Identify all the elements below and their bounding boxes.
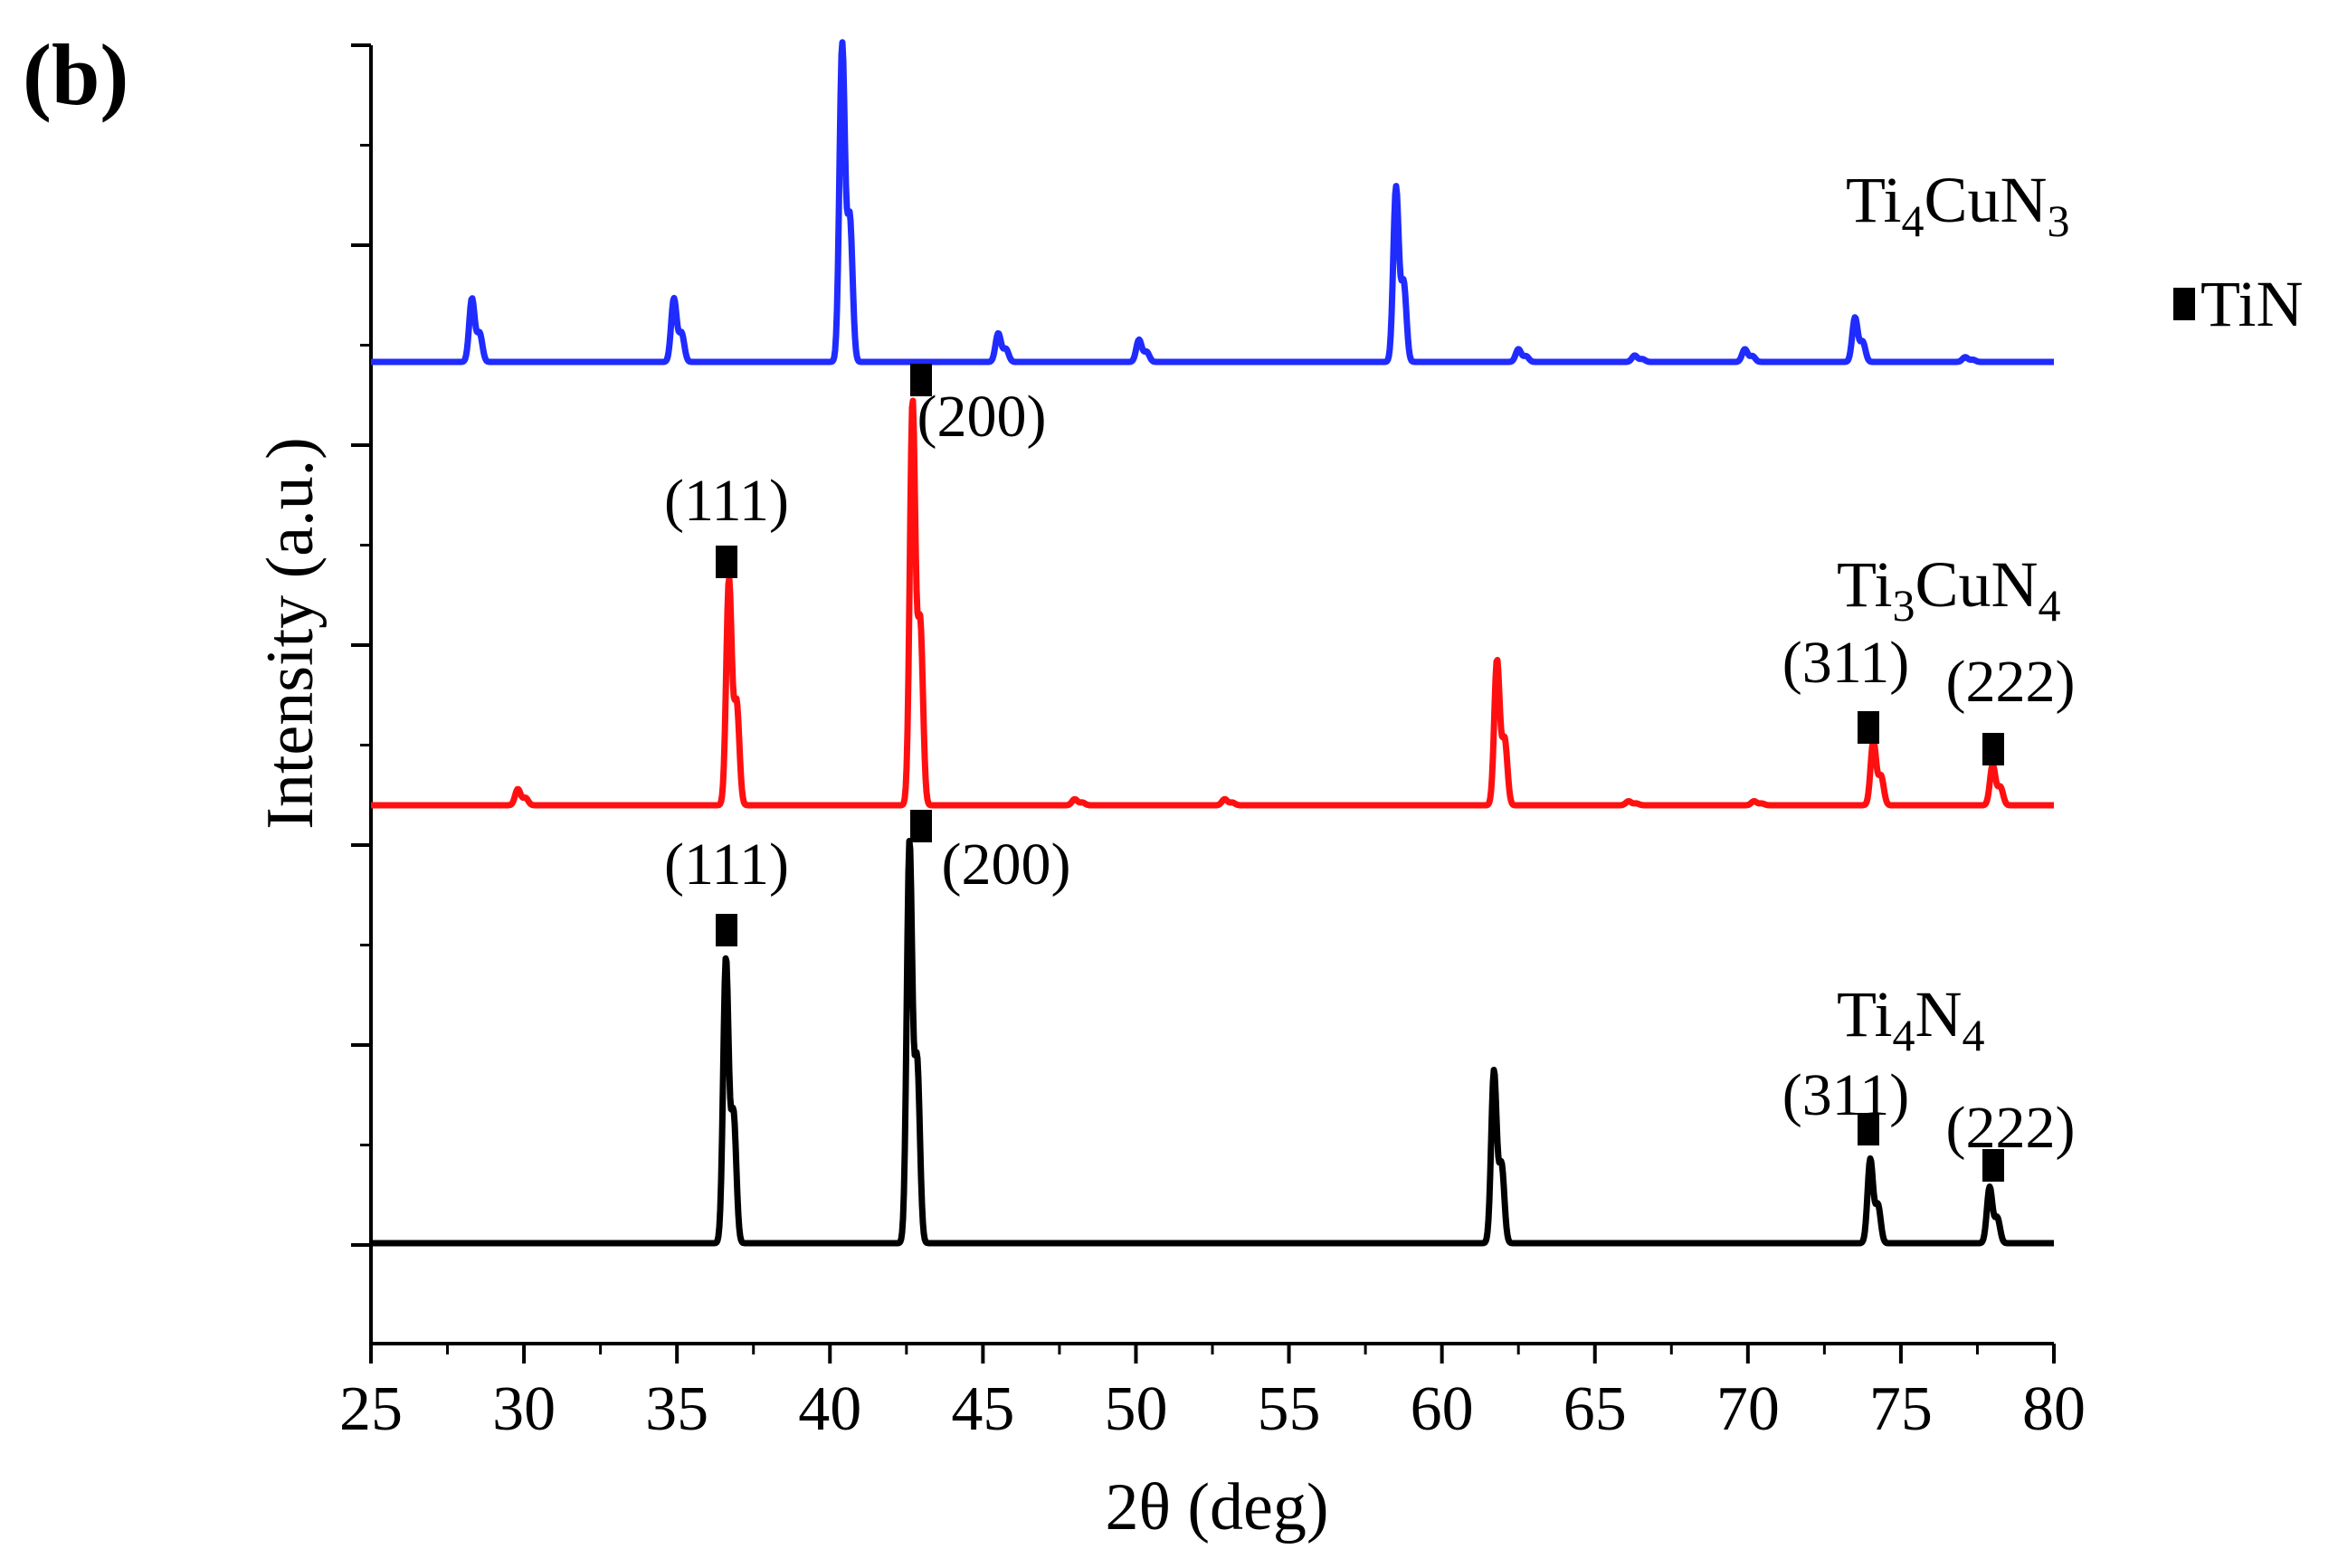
series-label-part: CuN	[1924, 164, 2047, 236]
panel-label: (b)	[23, 26, 128, 123]
x-axis-title: 2θ (deg)	[1105, 1470, 1328, 1544]
tin-marker-icon	[1982, 733, 2004, 765]
tin-marker-icon	[1858, 1113, 1879, 1145]
hkl-label: (222)	[1946, 1095, 2076, 1161]
tin-marker-icon	[910, 810, 932, 842]
x-tick-label: 70	[1716, 1374, 1780, 1444]
series-label-part: Ti	[1846, 164, 1901, 236]
hkl-label: (111)	[664, 832, 789, 898]
x-tick-label: 45	[951, 1374, 1014, 1444]
x-tick-label: 40	[798, 1374, 861, 1444]
x-tick-label: 55	[1258, 1374, 1321, 1444]
x-tick-label: 80	[2022, 1374, 2086, 1444]
hkl-label: (222)	[1946, 649, 2076, 715]
y-axis-ticks	[351, 43, 371, 1247]
series-label-part: 3	[2047, 195, 2069, 246]
tin-marker-icon	[716, 546, 737, 578]
series-label-part: 4	[1901, 195, 1924, 246]
y-axis-title: Intensity (a.u.)	[253, 437, 328, 830]
series-label-part: Ti	[1837, 978, 1892, 1050]
series-label-part: 3	[1892, 580, 1915, 631]
series-label-part: 4	[2038, 580, 2060, 631]
series-label-Ti3CuN4: Ti3CuN4	[1837, 548, 2060, 631]
series-line-Ti3CuN4	[368, 397, 2057, 809]
hkl-label: (311)	[1782, 1062, 1910, 1128]
tin-marker-icon	[716, 914, 737, 946]
hkl-label: (111)	[664, 468, 789, 534]
tin-markers: (111) (200) (311) (222) (111) (200) (311) (222)	[664, 364, 2076, 1182]
series-label-part: Ti	[1837, 548, 1892, 621]
legend-label: TiN	[2200, 268, 2303, 340]
x-tick-label: 25	[339, 1374, 403, 1444]
legend-marker-icon	[2173, 288, 2195, 320]
series-label-Ti4CuN3: Ti4CuN3	[1846, 164, 2069, 246]
series-label-part: CuN	[1915, 548, 2038, 621]
x-tick-label: 50	[1104, 1374, 1167, 1444]
hkl-label: (311)	[1782, 630, 1910, 696]
x-tick-label: 75	[1869, 1374, 1933, 1444]
series-label-part: 4	[1962, 1010, 1984, 1060]
series-line-Ti4CuN3	[368, 39, 2057, 366]
series-label-part: 4	[1892, 1010, 1915, 1060]
x-tick-label: 60	[1411, 1374, 1474, 1444]
x-tick-label: 35	[645, 1374, 708, 1444]
series-label-Ti4N4: Ti4N4	[1837, 978, 1984, 1060]
legend: TiN	[2173, 268, 2303, 340]
series-label-part: N	[1915, 978, 1962, 1050]
series-lines	[368, 39, 2057, 1247]
x-tick-label: 30	[492, 1374, 556, 1444]
hkl-label: (200)	[917, 384, 1047, 450]
tin-marker-icon	[1858, 711, 1879, 744]
tin-marker-icon	[1982, 1149, 2004, 1182]
x-tick-label: 65	[1563, 1374, 1627, 1444]
series-line-Ti4N4	[368, 838, 2057, 1247]
tin-marker-icon	[910, 364, 932, 396]
x-axis-ticks: 25 30 35 40 45 50 55 60 65 70 75 80	[339, 1344, 2086, 1444]
hkl-label: (200)	[942, 832, 1071, 898]
